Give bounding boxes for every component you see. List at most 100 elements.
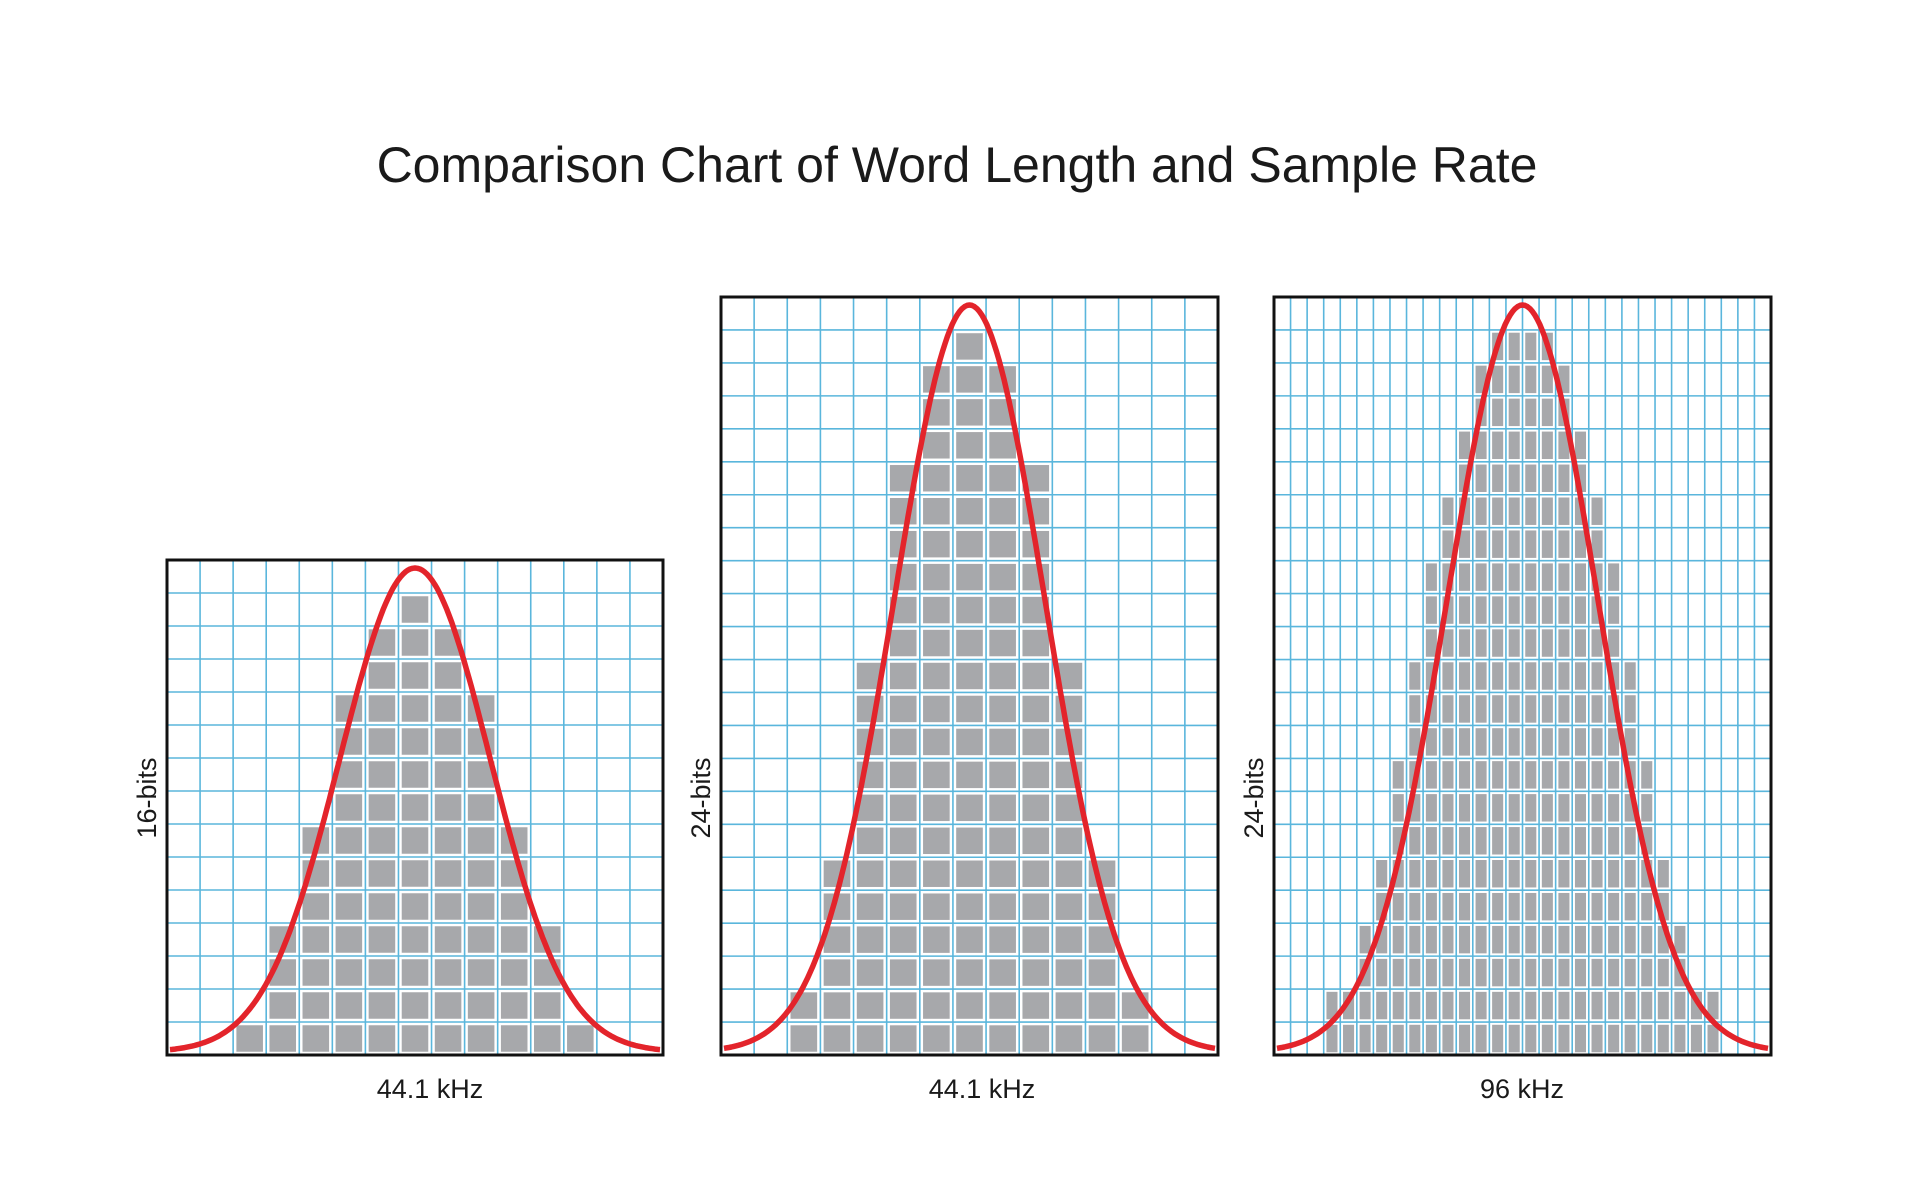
bar-cell: [1391, 990, 1406, 1021]
bar-cell: [1507, 627, 1522, 659]
bar-cell: [921, 760, 952, 790]
bar-column: [499, 825, 529, 1054]
bar-cell: [1523, 858, 1538, 889]
bar-cell: [1590, 792, 1605, 824]
bar-cell: [1474, 528, 1489, 560]
bar-cell: [433, 924, 463, 955]
bar-cell: [433, 957, 463, 988]
bar-cell: [1606, 594, 1621, 626]
bar-cell: [1507, 858, 1522, 889]
bar-cell: [1020, 661, 1051, 691]
bar-cell: [987, 727, 1018, 757]
bar-cell: [1523, 792, 1538, 824]
bar-cell: [1556, 891, 1571, 922]
bar-cell: [1490, 364, 1505, 395]
bar-cell: [1590, 1023, 1605, 1054]
bar-cell: [1523, 990, 1538, 1021]
bar-cell: [1623, 957, 1638, 988]
bar-cell: [367, 858, 397, 889]
bar-cell: [1556, 726, 1571, 758]
bell-curve: [1276, 302, 1769, 1052]
bar-cell: [888, 826, 919, 856]
bar-cell: [921, 957, 952, 988]
bar-cell: [267, 990, 298, 1021]
bar-cell: [334, 858, 364, 889]
bar-cell: [1656, 1023, 1671, 1054]
bar-cell: [1490, 1023, 1505, 1054]
x-axis-label: 96 kHz: [1480, 1074, 1564, 1104]
bar-cell: [1540, 463, 1555, 494]
bar-cell: [400, 726, 430, 757]
bar-cell: [1507, 528, 1522, 560]
bar-cell: [1540, 858, 1555, 889]
bar-cell: [1507, 594, 1522, 626]
bar-cell: [267, 1023, 298, 1054]
bar-cell: [1020, 859, 1051, 889]
bar-cell: [301, 1023, 331, 1054]
bar-cell: [1457, 825, 1472, 857]
bar-cell: [888, 496, 919, 526]
bar-cell: [1573, 561, 1588, 593]
bar-cell: [954, 990, 985, 1021]
bar-cell: [1490, 792, 1505, 824]
bar-cell: [1623, 660, 1638, 692]
bar-cell: [954, 859, 985, 889]
bar-cell: [1490, 825, 1505, 857]
bar-cell: [1606, 561, 1621, 593]
bar-cell: [1457, 759, 1472, 791]
bar-cell: [1606, 891, 1621, 922]
bar-cell: [1672, 924, 1687, 955]
bar-cell: [1440, 957, 1455, 988]
bar-cell: [1424, 792, 1439, 824]
bar-cell: [1490, 627, 1505, 659]
bar-cell: [1556, 528, 1571, 560]
bar-cell: [1507, 331, 1522, 362]
bar-cell: [954, 595, 985, 625]
bar-cell: [1523, 495, 1538, 527]
bar-column: [921, 364, 952, 1054]
bar-cell: [1424, 759, 1439, 791]
bar-cell: [433, 792, 463, 823]
bar-cell: [1490, 495, 1505, 527]
bar-cell: [433, 825, 463, 856]
bar-column: [400, 594, 430, 1054]
bar-cell: [855, 924, 885, 955]
bar-cell: [1523, 627, 1538, 659]
bar-cell: [1474, 693, 1489, 725]
bar-cell: [1424, 891, 1439, 922]
bar-cell: [1490, 594, 1505, 626]
bar-cell: [1507, 990, 1522, 1021]
bar-cell: [888, 891, 919, 922]
bar-cell: [433, 726, 463, 757]
bar-cell: [433, 891, 463, 922]
bar-cell: [1540, 495, 1555, 527]
bar-cell: [1556, 1023, 1571, 1054]
bar-cell: [1391, 924, 1406, 955]
bar-cell: [987, 463, 1018, 493]
bar-cell: [1020, 628, 1051, 658]
bar-cell: [987, 694, 1018, 724]
bar-cell: [400, 957, 430, 988]
bar-cell: [1440, 759, 1455, 791]
bar-cell: [1474, 627, 1489, 659]
bar-cell: [1689, 1023, 1704, 1054]
bar-cell: [1424, 990, 1439, 1021]
bar-cell: [1540, 528, 1555, 560]
bar-cell: [1457, 990, 1472, 1021]
bar-cell: [1573, 858, 1588, 889]
bar-cell: [1407, 660, 1422, 692]
bar-cell: [400, 627, 430, 658]
x-axis-label: 44.1 kHz: [929, 1074, 1036, 1104]
bar-cell: [1523, 430, 1538, 461]
bar-cell: [1606, 825, 1621, 857]
bar-cell: [954, 924, 985, 955]
bell-curve: [169, 565, 661, 1053]
bar-cell: [1391, 759, 1406, 791]
bar-cell: [1374, 990, 1389, 1021]
bar-cell: [1490, 924, 1505, 955]
bar-cell: [1440, 990, 1455, 1021]
bar-cell: [1540, 627, 1555, 659]
bar-cell: [1507, 759, 1522, 791]
bar-cell: [367, 1023, 397, 1054]
bar-cell: [1523, 528, 1538, 560]
